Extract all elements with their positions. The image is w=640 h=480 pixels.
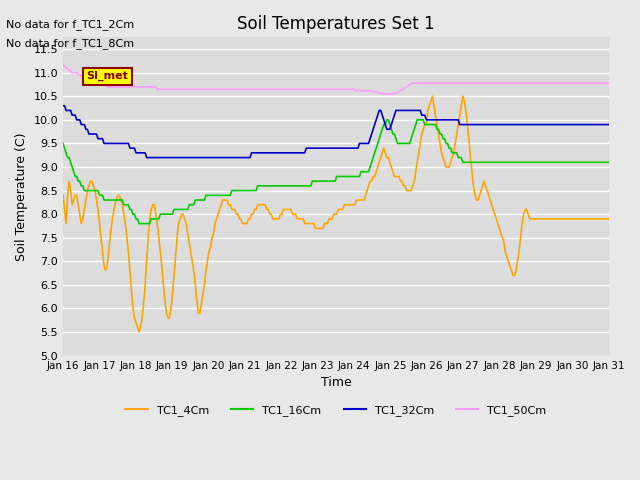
- TC1_50Cm: [249, 86, 257, 92]
- TC1_4Cm: [429, 94, 436, 99]
- Legend: TC1_4Cm, TC1_16Cm, TC1_32Cm, TC1_50Cm: TC1_4Cm, TC1_16Cm, TC1_32Cm, TC1_50Cm: [121, 400, 551, 420]
- TC1_16Cm: [300, 183, 307, 189]
- TC1_4Cm: [300, 216, 307, 222]
- TC1_4Cm: [60, 192, 67, 198]
- TC1_50Cm: [240, 86, 248, 92]
- TC1_50Cm: [60, 63, 67, 69]
- Y-axis label: Soil Temperature (C): Soil Temperature (C): [15, 132, 28, 261]
- TC1_32Cm: [143, 155, 150, 160]
- TC1_4Cm: [135, 329, 143, 335]
- TC1_16Cm: [135, 221, 143, 227]
- Title: Soil Temperatures Set 1: Soil Temperatures Set 1: [237, 15, 435, 33]
- TC1_32Cm: [242, 155, 250, 160]
- TC1_4Cm: [577, 216, 585, 222]
- Line: TC1_16Cm: TC1_16Cm: [63, 120, 609, 224]
- Text: No data for f_TC1_8Cm: No data for f_TC1_8Cm: [6, 38, 134, 49]
- TC1_4Cm: [223, 197, 231, 203]
- TC1_4Cm: [126, 268, 134, 274]
- TC1_4Cm: [251, 206, 259, 212]
- TC1_16Cm: [383, 117, 390, 123]
- TC1_16Cm: [605, 159, 612, 165]
- TC1_16Cm: [251, 188, 259, 193]
- TC1_32Cm: [251, 150, 259, 156]
- TC1_32Cm: [605, 122, 612, 128]
- TC1_50Cm: [222, 86, 230, 92]
- TC1_16Cm: [60, 141, 67, 146]
- TC1_50Cm: [380, 91, 388, 97]
- Line: TC1_4Cm: TC1_4Cm: [63, 96, 609, 332]
- TC1_32Cm: [576, 122, 584, 128]
- TC1_16Cm: [126, 206, 134, 212]
- TC1_32Cm: [223, 155, 231, 160]
- TC1_4Cm: [605, 216, 612, 222]
- Text: SI_met: SI_met: [86, 71, 128, 82]
- TC1_16Cm: [577, 159, 585, 165]
- TC1_16Cm: [242, 188, 250, 193]
- TC1_50Cm: [298, 86, 305, 92]
- Text: No data for f_TC1_2Cm: No data for f_TC1_2Cm: [6, 19, 134, 30]
- TC1_16Cm: [223, 192, 231, 198]
- TC1_50Cm: [576, 80, 584, 86]
- TC1_32Cm: [300, 150, 307, 156]
- TC1_50Cm: [126, 84, 134, 90]
- Line: TC1_50Cm: TC1_50Cm: [63, 66, 609, 94]
- Line: TC1_32Cm: TC1_32Cm: [63, 106, 609, 157]
- X-axis label: Time: Time: [321, 376, 351, 389]
- TC1_50Cm: [605, 80, 612, 86]
- TC1_4Cm: [242, 221, 250, 227]
- TC1_32Cm: [126, 145, 134, 151]
- TC1_32Cm: [60, 103, 67, 108]
